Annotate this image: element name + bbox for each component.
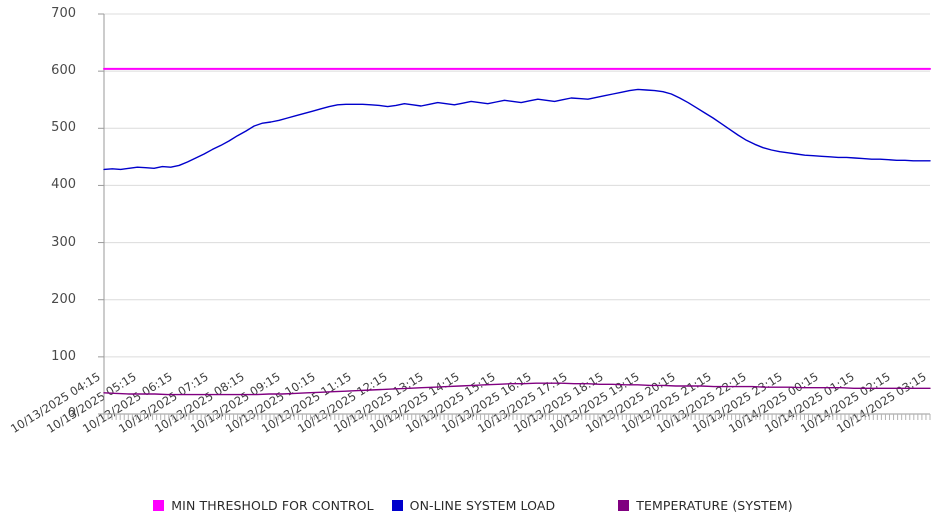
series-line — [103, 88, 931, 171]
legend-color-swatch-icon — [391, 499, 403, 511]
legend-item[interactable]: MIN THRESHOLD FOR CONTROL — [153, 497, 374, 513]
legend-color-swatch-icon — [618, 499, 630, 511]
legend-label: ON-LINE SYSTEM LOAD — [409, 497, 556, 513]
y-axis-tick-label: 0 — [67, 406, 76, 421]
legend-label: MIN THRESHOLD FOR CONTROL — [171, 497, 374, 513]
chart-legend: MIN THRESHOLD FOR CONTROL ON-LINE SYSTEM … — [0, 494, 946, 516]
series-lines — [103, 67, 931, 396]
gridlines — [98, 13, 930, 415]
series-line — [103, 382, 931, 396]
y-axis-tick-label: 700 — [51, 6, 76, 21]
y-axis-tick-label: 300 — [51, 234, 76, 250]
legend-label: TEMPERATURE (SYSTEM) — [636, 497, 793, 513]
y-axis-tick-label: 200 — [51, 291, 76, 307]
y-axis-tick-label: 400 — [51, 177, 76, 193]
legend-item[interactable]: ON-LINE SYSTEM LOAD — [391, 497, 556, 513]
x-axis-minor-ticks — [103, 414, 931, 420]
y-axis-tick-label: 500 — [51, 120, 76, 136]
y-axis-tick-label: 600 — [51, 63, 76, 79]
axis-lines — [103, 14, 930, 415]
y-axis-tick-label: 100 — [51, 348, 76, 364]
legend-color-swatch-icon — [153, 499, 165, 511]
legend-item[interactable]: TEMPERATURE (SYSTEM) — [618, 497, 793, 513]
